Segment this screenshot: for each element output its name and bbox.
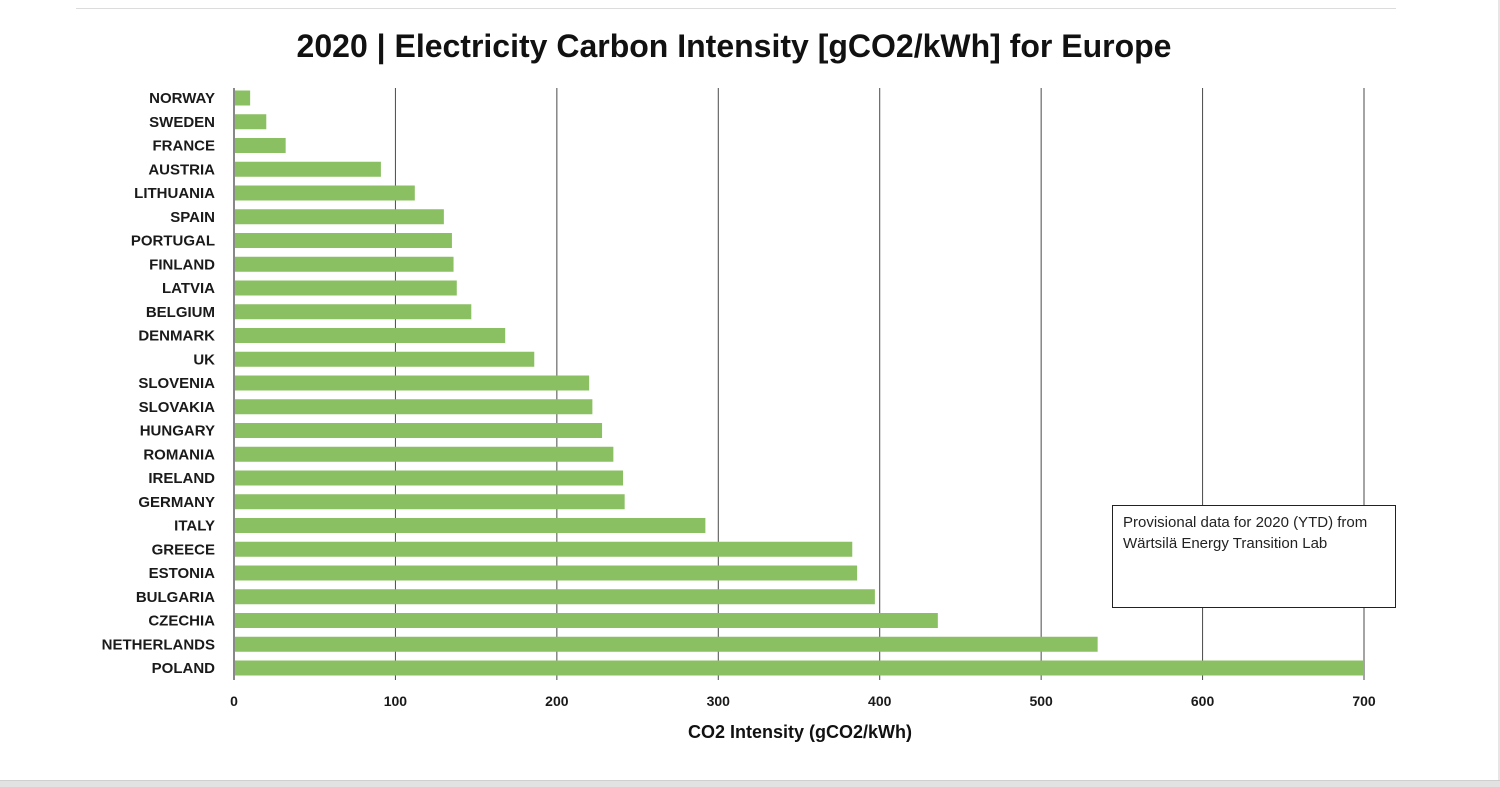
bar-hungary (235, 423, 603, 438)
category-label-czechia: CZECHIA (148, 613, 215, 630)
x-tick-label-600: 600 (1191, 693, 1215, 709)
category-label-italy: ITALY (174, 518, 215, 535)
bar-slovakia (235, 399, 593, 415)
category-label-estonia: ESTONIA (149, 565, 216, 582)
bar-finland (235, 256, 454, 272)
bar-germany (235, 494, 625, 510)
category-label-hungary: HUNGARY (140, 423, 215, 440)
bar-czechia (235, 613, 938, 628)
bar-greece (235, 541, 853, 557)
category-label-ireland: IRELAND (148, 470, 215, 487)
bar-france (235, 138, 286, 153)
category-label-romania: ROMANIA (143, 446, 215, 463)
bar-denmark (235, 328, 506, 343)
bar-portugal (235, 233, 452, 248)
x-tick-label-500: 500 (1029, 693, 1053, 709)
category-label-denmark: DENMARK (138, 328, 215, 345)
category-label-uk: UK (193, 351, 215, 368)
bottom-strip (0, 780, 1500, 787)
x-tick-label-700: 700 (1352, 693, 1376, 709)
category-label-finland: FINLAND (149, 256, 215, 273)
bar-bulgaria (235, 589, 875, 605)
chart-title: 2020 | Electricity Carbon Intensity [gCO… (297, 28, 1172, 64)
bar-lithuania (235, 185, 415, 201)
bar-poland (235, 660, 1364, 676)
note-text: Provisional data for 2020 (YTD) from Wär… (1123, 514, 1368, 552)
x-tick-label-400: 400 (868, 693, 892, 709)
bar-romania (235, 446, 614, 462)
category-label-norway: NORWAY (149, 90, 215, 107)
bar-norway (235, 90, 251, 106)
x-tick-label-200: 200 (545, 693, 569, 709)
category-label-slovakia: SLOVAKIA (139, 399, 216, 416)
bar-belgium (235, 304, 472, 320)
category-label-netherlands: NETHERLANDS (102, 636, 215, 653)
x-axis: 0 100 200 300 400 500 600 700 (230, 88, 1376, 709)
x-tick-label-300: 300 (707, 693, 731, 709)
category-label-lithuania: LITHUANIA (134, 185, 215, 202)
top-divider (76, 8, 1396, 9)
bar-netherlands (235, 636, 1098, 652)
bar-latvia (235, 280, 457, 296)
bar-italy (235, 518, 706, 533)
category-label-portugal: PORTUGAL (131, 233, 215, 250)
category-labels: NORWAY SWEDEN FRANCE AUSTRIA LITHUANIA SPAIN P… (102, 90, 216, 677)
provisional-data-note: Provisional data for 2020 (YTD) from Wär… (1112, 505, 1396, 608)
category-label-poland: POLAND (152, 660, 216, 677)
bar-slovenia (235, 375, 590, 391)
bar-austria (235, 161, 381, 177)
bar-ireland (235, 470, 624, 486)
category-label-greece: GREECE (152, 541, 215, 558)
bars (235, 90, 1364, 676)
bar-uk (235, 351, 535, 367)
category-label-bulgaria: BULGARIA (136, 589, 215, 606)
category-label-austria: AUSTRIA (148, 161, 215, 178)
category-label-germany: GERMANY (138, 494, 215, 511)
category-label-spain: SPAIN (170, 209, 215, 226)
category-label-slovenia: SLOVENIA (138, 375, 215, 392)
category-label-france: FRANCE (153, 138, 216, 155)
bar-spain (235, 209, 444, 225)
bar-estonia (235, 565, 858, 581)
x-axis-title: CO2 Intensity (gCO2/kWh) (688, 722, 912, 742)
x-tick-label-0: 0 (230, 693, 238, 709)
category-label-sweden: SWEDEN (149, 114, 215, 131)
window-edge (1498, 0, 1500, 780)
x-tick-label-100: 100 (384, 693, 408, 709)
bar-sweden (235, 114, 267, 130)
category-label-latvia: LATVIA (162, 280, 215, 297)
category-label-belgium: BELGIUM (146, 304, 215, 321)
